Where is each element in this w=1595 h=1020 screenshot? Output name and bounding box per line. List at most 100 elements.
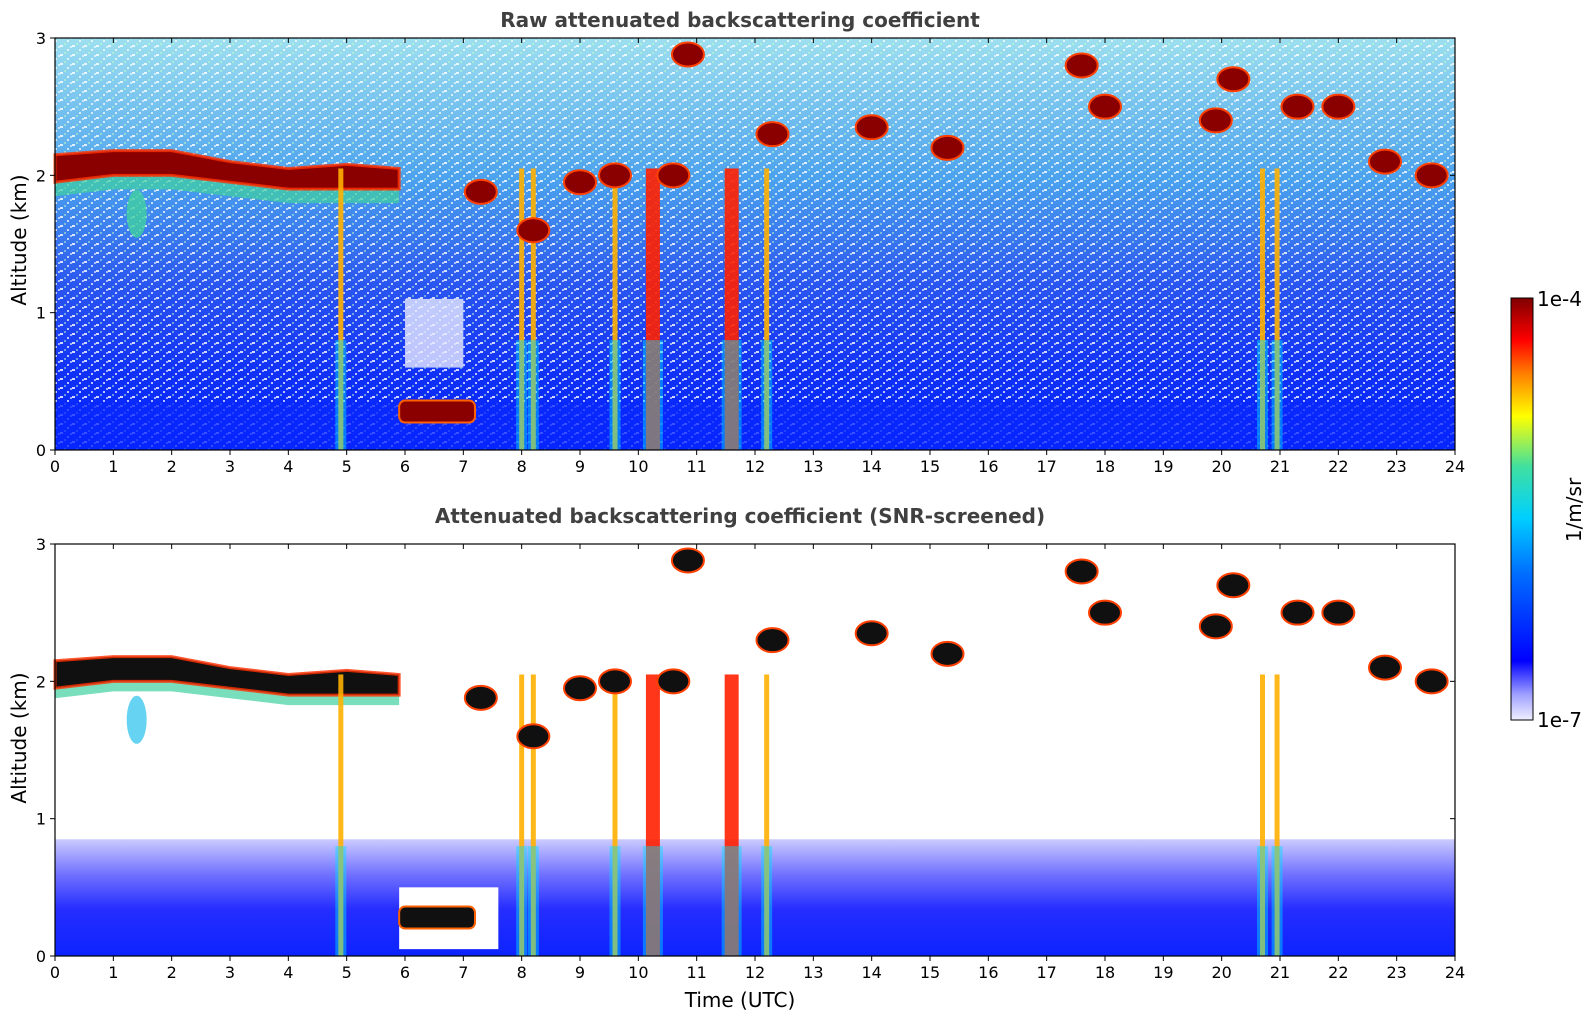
x-tick-label: 17 xyxy=(1036,457,1056,476)
precip-column-base xyxy=(721,846,742,956)
x-tick-label: 12 xyxy=(745,457,765,476)
x-tick-label: 6 xyxy=(400,963,410,982)
x-tick-label: 7 xyxy=(458,457,468,476)
broken-cloud xyxy=(563,169,597,196)
cloud-layer-2km xyxy=(55,150,400,190)
broken-cloud xyxy=(1321,93,1356,120)
precip-column xyxy=(612,168,618,450)
broken-cloud xyxy=(1280,93,1315,120)
x-tick-label: 20 xyxy=(1211,963,1231,982)
x-tick-label: 5 xyxy=(342,963,352,982)
colorbar-unit-label: 1/m/sr xyxy=(1562,477,1586,542)
x-tick-label: 1 xyxy=(108,457,118,476)
low-signal-patch xyxy=(405,298,464,368)
y-tick-label: 0 xyxy=(36,441,46,460)
precip-column xyxy=(764,168,770,450)
broken-cloud xyxy=(1414,162,1449,189)
x-tick-label: 15 xyxy=(920,963,940,982)
broken-cloud xyxy=(1321,599,1356,626)
x-tick-label: 19 xyxy=(1153,963,1173,982)
precip-column-base xyxy=(527,340,539,450)
x-tick-label: 21 xyxy=(1270,963,1290,982)
x-tick-label: 4 xyxy=(283,963,293,982)
broken-cloud xyxy=(598,668,632,695)
broken-cloud xyxy=(854,114,889,141)
precip-column xyxy=(530,674,536,956)
y-tick-label: 3 xyxy=(36,29,46,48)
broken-cloud xyxy=(656,162,691,189)
broken-cloud xyxy=(1088,93,1122,120)
precip-column-base xyxy=(335,846,347,956)
precip-column xyxy=(530,168,536,450)
x-tick-label: 21 xyxy=(1270,457,1290,476)
x-tick-label: 22 xyxy=(1328,963,1348,982)
x-tick-label: 13 xyxy=(803,457,823,476)
precip-column-base xyxy=(761,340,773,450)
raw-y-axis-label: Altitude (km) xyxy=(7,174,31,305)
broken-cloud xyxy=(598,162,632,189)
broken-cloud xyxy=(1368,654,1402,681)
broken-cloud xyxy=(1280,599,1315,626)
snr-screened-panel: Attenuated backscattering coefficient (S… xyxy=(7,504,1465,1012)
precip-column-base xyxy=(1257,846,1268,956)
snr-cloud-features xyxy=(53,547,1455,956)
precip-column-base xyxy=(642,846,663,956)
precip-column-base xyxy=(1257,340,1268,450)
precip-column-base xyxy=(527,846,539,956)
precip-column-base xyxy=(761,846,773,956)
broken-cloud xyxy=(563,675,597,702)
x-tick-label: 24 xyxy=(1445,963,1465,982)
y-tick-label: 2 xyxy=(36,166,46,185)
broken-cloud xyxy=(1216,572,1251,599)
low-cloud xyxy=(398,905,476,930)
broken-cloud xyxy=(1368,148,1402,175)
x-tick-label: 11 xyxy=(686,457,706,476)
broken-cloud xyxy=(516,217,551,244)
precip-column xyxy=(338,674,344,956)
precip-column xyxy=(645,168,660,450)
x-tick-label: 2 xyxy=(167,457,177,476)
precip-column-base xyxy=(721,340,742,450)
x-tick-label: 3 xyxy=(225,457,235,476)
y-tick-label: 2 xyxy=(36,672,46,691)
x-tick-label: 0 xyxy=(50,457,60,476)
precip-column-base xyxy=(609,340,621,450)
raw-backscatter-panel: Raw attenuated backscattering coefficien… xyxy=(7,8,1465,476)
raw-x-axis-ticks: 0 1 2 3 4 5 6 7 8 9 10 11 12 13 14 15 16 17 18 19 20 21 22 23 24 xyxy=(50,38,1465,476)
x-tick-label: 17 xyxy=(1036,963,1056,982)
x-tick-label: 24 xyxy=(1445,457,1465,476)
x-tick-label: 18 xyxy=(1095,457,1115,476)
precip-column xyxy=(1274,168,1280,450)
x-tick-label: 7 xyxy=(458,963,468,982)
x-tick-label: 8 xyxy=(517,963,527,982)
x-tick-label: 12 xyxy=(745,963,765,982)
precip-column xyxy=(1274,674,1280,956)
snr-x-axis-ticks: 0 1 2 3 4 5 6 7 8 9 10 11 12 13 14 15 16 17 18 19 20 21 22 23 24 xyxy=(50,544,1465,982)
snr-panel-title: Attenuated backscattering coefficient (S… xyxy=(435,504,1045,528)
precip-column-base xyxy=(335,340,347,450)
low-cloud xyxy=(398,399,476,424)
x-tick-label: 8 xyxy=(517,457,527,476)
boundary-layer xyxy=(55,401,1455,450)
x-tick-label: 16 xyxy=(978,963,998,982)
precip-column xyxy=(612,674,618,956)
broken-cloud xyxy=(1198,107,1233,134)
y-tick-label: 1 xyxy=(36,810,46,829)
x-tick-label: 19 xyxy=(1153,457,1173,476)
x-axis-label: Time (UTC) xyxy=(684,988,796,1012)
x-tick-label: 10 xyxy=(628,457,648,476)
x-tick-label: 23 xyxy=(1386,963,1406,982)
precip-column xyxy=(519,168,525,450)
y-tick-label: 3 xyxy=(36,535,46,554)
precip-column xyxy=(764,674,770,956)
precip-column-base xyxy=(642,340,663,450)
broken-cloud xyxy=(930,134,965,161)
precip-column xyxy=(724,168,739,450)
x-tick-label: 10 xyxy=(628,963,648,982)
precip-column xyxy=(519,674,525,956)
x-tick-label: 23 xyxy=(1386,457,1406,476)
colorbar-gradient xyxy=(1510,297,1534,721)
broken-cloud xyxy=(670,547,705,574)
cloud-layer-edge xyxy=(53,655,401,697)
